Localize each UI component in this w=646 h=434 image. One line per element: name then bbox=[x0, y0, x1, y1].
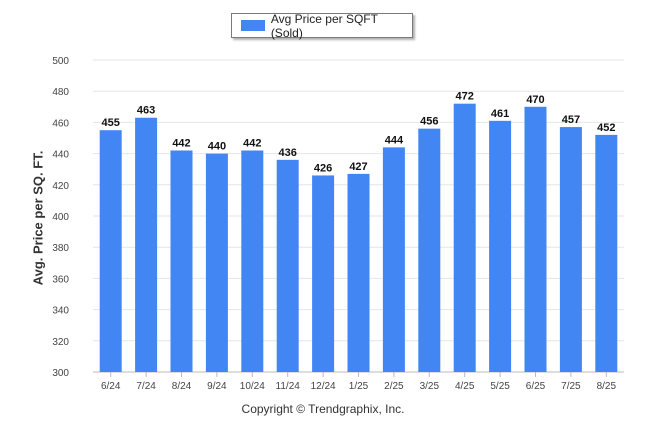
copyright-footer: Copyright © Trendgraphix, Inc. bbox=[241, 402, 405, 416]
data-label: 472 bbox=[456, 91, 474, 103]
x-tick-label: 12/24 bbox=[311, 381, 336, 392]
bar bbox=[559, 127, 582, 372]
bar bbox=[99, 130, 122, 372]
data-labels: 455 463 442 440 442 436 426 427 444 456 472 461 470 4… bbox=[102, 91, 616, 175]
bar bbox=[170, 150, 193, 372]
y-tick-label: 360 bbox=[52, 274, 69, 285]
y-tick-label: 480 bbox=[52, 87, 69, 98]
bar bbox=[524, 106, 547, 373]
x-tick-label: 8/25 bbox=[597, 381, 617, 392]
y-tick-labels: 300 320 340 360 380 400 420 440 460 480 500 bbox=[52, 56, 69, 379]
data-label: 442 bbox=[243, 137, 261, 149]
data-label: 457 bbox=[562, 114, 580, 126]
data-label: 455 bbox=[102, 117, 120, 129]
data-label: 426 bbox=[314, 162, 332, 174]
y-tick-label: 440 bbox=[52, 150, 69, 161]
x-tick-label: 4/25 bbox=[455, 381, 475, 392]
y-tick-label: 380 bbox=[52, 243, 69, 254]
x-tick-label: 6/24 bbox=[101, 381, 121, 392]
bar bbox=[382, 147, 405, 372]
data-label: 456 bbox=[420, 116, 438, 128]
x-tick-label: 7/25 bbox=[561, 381, 581, 392]
legend-label: Avg Price per SQFT (Sold) bbox=[270, 11, 378, 40]
x-tick-label: 2/25 bbox=[384, 381, 404, 392]
data-label: 444 bbox=[385, 134, 404, 146]
bar bbox=[418, 128, 441, 372]
x-tick-label: 3/25 bbox=[420, 381, 440, 392]
bar bbox=[205, 153, 228, 372]
data-label: 463 bbox=[137, 105, 155, 117]
bar bbox=[489, 120, 512, 372]
x-tick-label: 11/24 bbox=[276, 381, 301, 392]
y-tick-label: 400 bbox=[52, 212, 69, 223]
y-tick-label: 460 bbox=[52, 118, 69, 129]
bar bbox=[241, 150, 264, 372]
bar bbox=[453, 103, 476, 373]
x-tick-labels: 6/24 7/24 8/24 9/24 10/24 11/24 12/24 1/25 2/25 3… bbox=[101, 381, 617, 392]
data-label: 427 bbox=[349, 161, 367, 173]
y-tick-label: 340 bbox=[52, 306, 69, 317]
y-tick-label: 420 bbox=[52, 181, 69, 192]
bar bbox=[312, 175, 335, 372]
bars bbox=[99, 103, 618, 373]
x-tick-label: 5/25 bbox=[490, 381, 510, 392]
y-tick-label: 300 bbox=[52, 368, 69, 379]
x-tick-label: 10/24 bbox=[240, 381, 265, 392]
axes bbox=[93, 371, 624, 377]
data-label: 461 bbox=[491, 108, 509, 120]
data-label: 442 bbox=[172, 137, 190, 149]
x-tick-label: 6/25 bbox=[526, 381, 546, 392]
y-tick-label: 500 bbox=[52, 56, 69, 67]
bar bbox=[595, 134, 618, 372]
data-label: 436 bbox=[279, 147, 297, 159]
data-label: 452 bbox=[597, 122, 615, 134]
bar bbox=[347, 173, 370, 372]
x-tick-label: 1/25 bbox=[349, 381, 369, 392]
bar bbox=[135, 117, 158, 372]
legend-swatch bbox=[241, 20, 265, 31]
y-tick-label: 320 bbox=[52, 337, 69, 348]
data-label: 470 bbox=[526, 94, 544, 106]
x-tick-label: 7/24 bbox=[136, 381, 156, 392]
data-label: 440 bbox=[208, 141, 226, 153]
x-tick-label: 8/24 bbox=[172, 381, 192, 392]
bar bbox=[276, 159, 299, 372]
x-tick-label: 9/24 bbox=[207, 381, 227, 392]
y-axis-label: Avg. Price per SQ. FT. bbox=[30, 150, 46, 286]
legend: Avg Price per SQFT (Sold) bbox=[231, 11, 413, 40]
